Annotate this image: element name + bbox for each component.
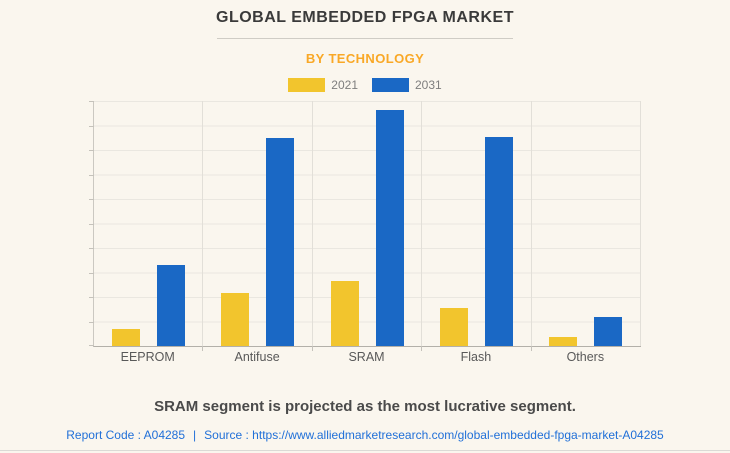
x-axis-tick (311, 346, 313, 351)
legend-item-2021: 2021 (288, 78, 358, 92)
title-divider (217, 38, 513, 39)
bar-2021-eeprom (111, 328, 140, 346)
bar-2021-flash (439, 308, 468, 346)
source-link[interactable]: Source : https://www.alliedmarketresearc… (204, 428, 664, 442)
x-axis-labels: EEPROM Antifuse SRAM Flash Others (93, 350, 640, 364)
y-axis-tick (89, 174, 94, 176)
bar-2021-antifuse (221, 293, 250, 346)
chart-title: GLOBAL EMBEDDED FPGA MARKET (216, 9, 514, 26)
footer: Report Code : A04285 | Source : https://ww… (0, 428, 730, 442)
bar-group-flash (421, 101, 532, 351)
bottom-divider (0, 450, 730, 451)
y-axis-tick (89, 272, 94, 274)
y-axis-tick (89, 199, 94, 200)
legend-item-2031: 2031 (372, 78, 442, 92)
y-axis-tick (89, 125, 94, 127)
bar-2031-others (594, 316, 623, 346)
bar-2031-sram (375, 109, 404, 346)
x-axis-label-flash: Flash (460, 350, 492, 364)
legend-swatch-2021 (288, 78, 326, 92)
bar-2031-antifuse (266, 137, 295, 346)
x-axis-label-eeprom: EEPROM (120, 350, 175, 364)
legend-swatch-2031 (372, 78, 409, 92)
plot-area (89, 101, 642, 351)
y-axis-tick (89, 345, 94, 346)
bar-group-others (530, 101, 642, 351)
x-axis-label-others: Others (566, 350, 605, 364)
chart-subtitle: BY TECHNOLOGY (305, 51, 425, 66)
bar-group-antifuse (202, 101, 313, 351)
bar-2021-others (549, 337, 578, 346)
y-axis-tick (89, 248, 94, 249)
legend: 2021 2031 (0, 77, 730, 93)
bar-group-eeprom (94, 101, 204, 346)
bar-group-sram (311, 101, 423, 351)
x-axis-label-antifuse: Antifuse (234, 350, 280, 364)
bar-2021-sram (330, 281, 359, 346)
x-axis-tick (202, 346, 204, 351)
y-axis-tick (89, 150, 94, 151)
bar-2031-flash (484, 136, 513, 346)
legend-label-2021: 2021 (331, 78, 358, 92)
y-axis-tick (89, 297, 94, 298)
legend-label-2031: 2031 (415, 78, 442, 92)
bar-2031-eeprom (156, 265, 185, 346)
y-axis-tick (89, 321, 94, 323)
y-axis-tick (89, 101, 94, 102)
y-axis-tick (89, 223, 94, 225)
x-axis-tick (421, 346, 423, 351)
report-code: Report Code : A04285 (66, 428, 186, 442)
chart-note: SRAM segment is projected as the most lu… (154, 398, 576, 415)
x-axis-label-sram: SRAM (348, 350, 385, 364)
x-axis-tick (530, 346, 532, 351)
footer-separator: | (193, 428, 197, 442)
